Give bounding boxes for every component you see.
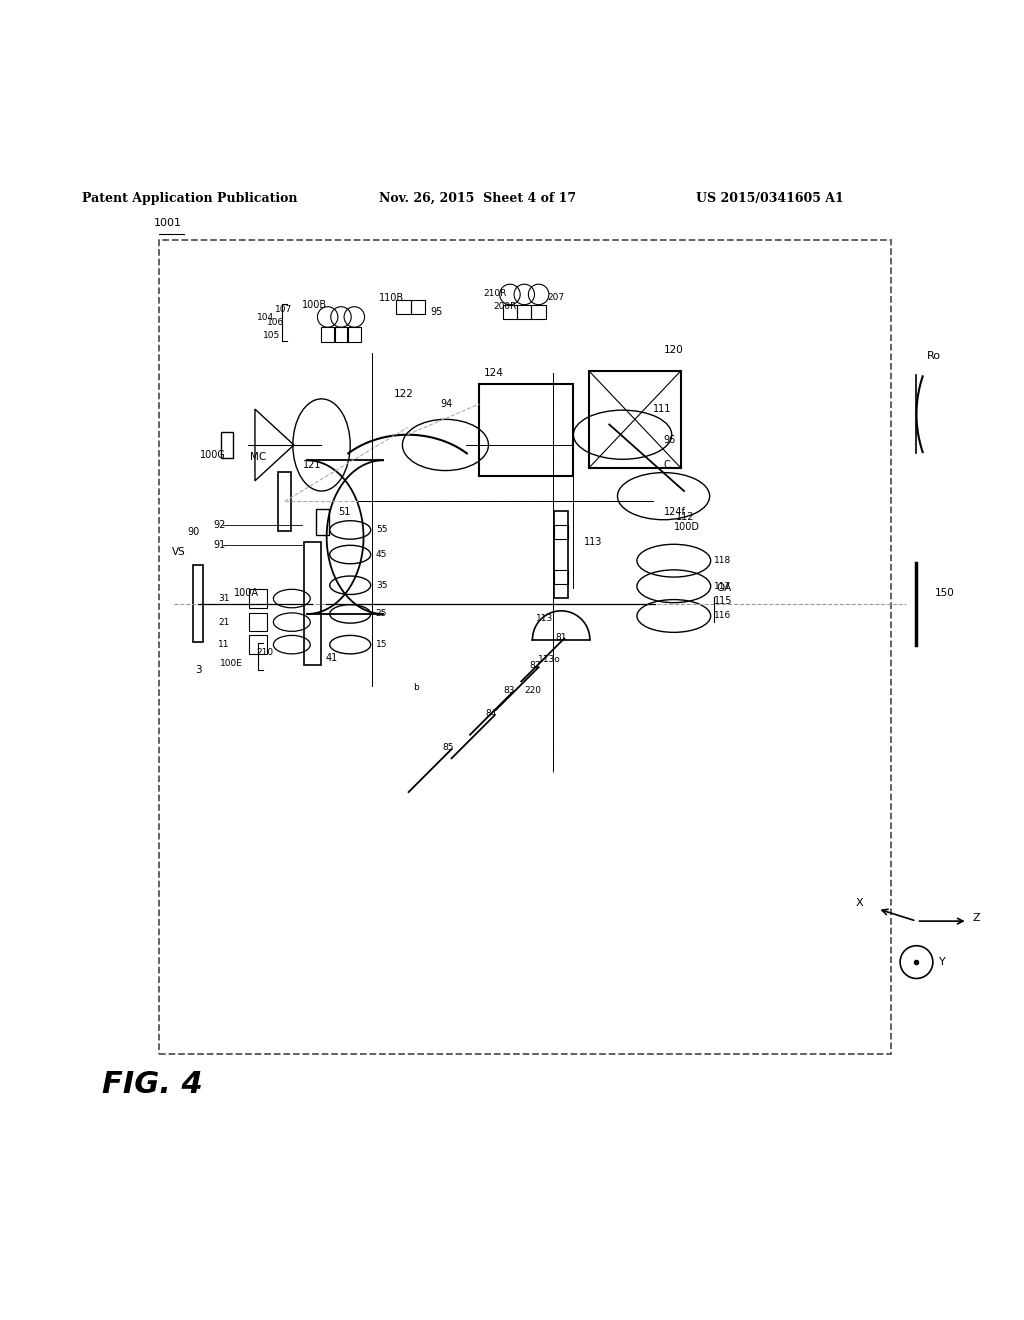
Text: 122: 122 [394, 389, 414, 399]
Text: 112: 112 [676, 512, 694, 521]
Bar [554, 525, 568, 539]
Bar [411, 300, 425, 314]
Text: 25: 25 [376, 610, 387, 618]
Bar [589, 371, 681, 469]
Text: 94: 94 [440, 399, 453, 409]
Text: 110B: 110B [379, 293, 404, 304]
Bar [531, 305, 546, 319]
Bar [321, 327, 335, 342]
Text: Patent Application Publication: Patent Application Publication [82, 191, 297, 205]
Text: 41: 41 [326, 653, 338, 663]
Text: Z: Z [973, 913, 980, 923]
Text: 92: 92 [213, 520, 225, 529]
Text: 100E: 100E [220, 659, 243, 668]
Text: 100A: 100A [234, 589, 259, 598]
Text: 150: 150 [935, 589, 954, 598]
Text: 45: 45 [376, 550, 387, 560]
Text: 85: 85 [442, 743, 454, 752]
Text: 95: 95 [430, 306, 442, 317]
Text: 55: 55 [376, 525, 387, 535]
Text: 105: 105 [263, 331, 281, 339]
Text: 113o: 113o [538, 655, 560, 664]
Text: 124: 124 [483, 368, 503, 379]
Text: 1001: 1001 [154, 218, 181, 228]
Text: OA: OA [717, 583, 732, 594]
Bar [503, 305, 517, 319]
Text: 115: 115 [714, 595, 732, 606]
Bar [249, 589, 267, 607]
Bar [396, 300, 411, 314]
Text: Ro: Ro [927, 351, 941, 360]
Text: 111: 111 [653, 404, 672, 414]
Text: 210: 210 [256, 648, 273, 657]
Text: 84: 84 [485, 709, 497, 718]
Text: 100D: 100D [674, 521, 699, 532]
Text: 96: 96 [664, 434, 676, 445]
Bar [249, 635, 267, 653]
Text: 220: 220 [524, 686, 542, 696]
Bar [221, 432, 233, 458]
Text: 113i: 113i [537, 614, 556, 623]
Text: 11: 11 [218, 640, 229, 649]
Text: 83: 83 [504, 686, 515, 694]
Text: 107: 107 [274, 305, 292, 314]
Text: 124f: 124f [664, 507, 685, 516]
Text: 207: 207 [548, 293, 565, 302]
Text: b: b [413, 684, 419, 692]
Bar [304, 543, 321, 665]
Text: 35: 35 [376, 581, 387, 590]
Text: Nov. 26, 2015  Sheet 4 of 17: Nov. 26, 2015 Sheet 4 of 17 [379, 191, 577, 205]
Text: 121: 121 [303, 461, 322, 470]
Text: 3: 3 [196, 665, 202, 675]
Text: VS: VS [172, 548, 185, 557]
Text: 21: 21 [218, 618, 229, 627]
Bar [554, 511, 568, 598]
Text: 100G: 100G [200, 450, 225, 461]
Text: 116: 116 [714, 611, 731, 620]
Bar [316, 510, 329, 535]
Text: MC: MC [250, 453, 266, 462]
Text: 90: 90 [187, 527, 200, 537]
Text: US 2015/0341605 A1: US 2015/0341605 A1 [696, 191, 844, 205]
Text: 200R: 200R [494, 301, 517, 310]
Bar [347, 327, 361, 342]
Text: 117: 117 [714, 582, 731, 591]
Text: X: X [856, 898, 863, 908]
Text: C: C [664, 461, 671, 470]
Bar [334, 327, 348, 342]
Text: 210R: 210R [483, 289, 507, 298]
Bar [554, 570, 568, 585]
Text: 91: 91 [213, 540, 225, 550]
Text: 15: 15 [376, 640, 387, 649]
Text: Y: Y [939, 957, 946, 968]
Text: FIG. 4: FIG. 4 [102, 1069, 203, 1098]
Text: 100B: 100B [302, 300, 328, 310]
Text: 113: 113 [584, 537, 602, 548]
Text: 120: 120 [664, 345, 683, 355]
Text: 118: 118 [714, 556, 731, 565]
Text: 81: 81 [555, 632, 566, 642]
Bar [249, 612, 267, 631]
Text: 82: 82 [529, 661, 541, 671]
Text: 51: 51 [338, 507, 350, 516]
Text: 31: 31 [218, 594, 229, 603]
Bar [279, 471, 292, 531]
Text: 106: 106 [267, 318, 285, 326]
Bar [517, 305, 531, 319]
Bar [193, 565, 203, 642]
Text: 104: 104 [257, 313, 274, 322]
